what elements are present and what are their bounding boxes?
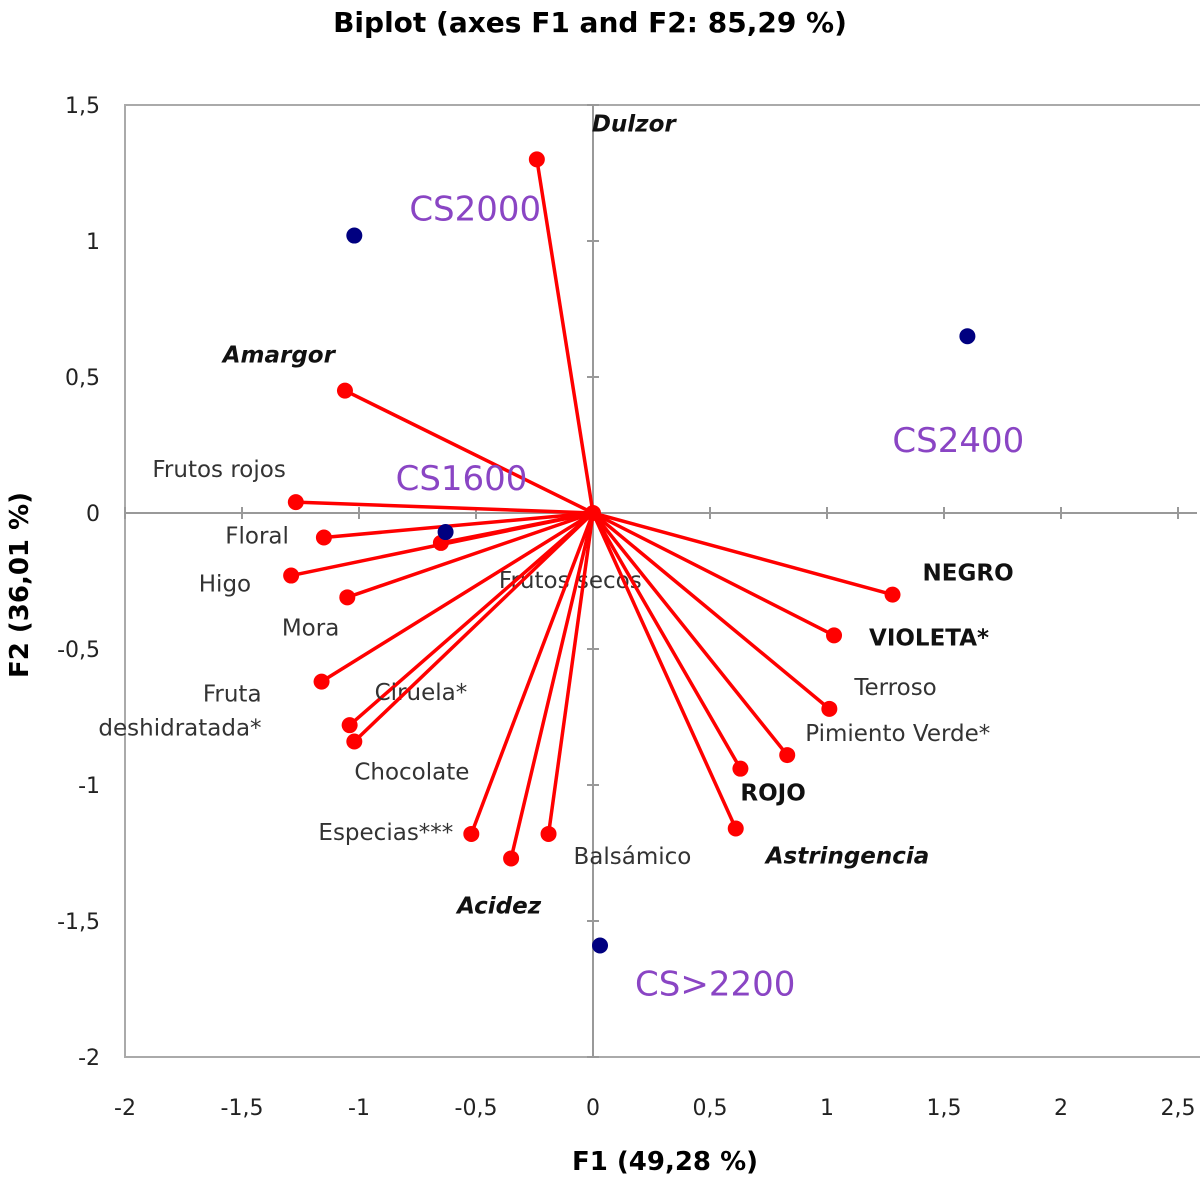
variable-label-especias: Especias*** [318,820,453,846]
y-axis-title: F2 (36,01 %) [5,492,35,678]
observation-point-cs1600 [437,524,454,541]
observation-point-cs2400 [959,328,976,345]
vector-chocolate [353,511,595,743]
vector-point-fruta-deshidratada [313,673,330,690]
variable-label-pimiento-verde: Pimiento Verde* [805,721,990,747]
variable-label-chocolate: Chocolate [354,759,469,785]
observation-label-cs2000: CS2000 [409,190,541,230]
observation-points: CS2000 CS2400 CS1600 CS>2200 [346,190,1024,1004]
vector-terroso [591,511,831,711]
variable-label-ciruela: Ciruela* [375,680,468,706]
variable-label-dulzor: Dulzor [592,111,678,137]
y-tick-label: 1,5 [65,94,100,119]
y-tick-label: 0,5 [65,366,100,391]
vector-floral [323,511,594,540]
vector-frutos-rojos [295,500,594,515]
y-tick-label: -2 [78,1046,100,1071]
vector-bals-mico [546,512,595,835]
variable-label-frutos-rojos: Frutos rojos [152,457,285,483]
vector-point-bals-mico [540,825,557,842]
variable-label-violeta: VIOLETA* [869,625,989,651]
variable-label-terroso: Terroso [853,675,936,701]
variable-label-rojo: ROJO [740,781,805,807]
y-tick-label: -0,5 [57,638,100,663]
observation-label-cs2400: CS2400 [892,421,1024,461]
vector-point-higo [283,567,300,584]
x-tick-label: -1,5 [221,1096,264,1121]
x-tick-label: -2 [114,1096,136,1121]
variable-label-higo: Higo [199,572,251,598]
variable-label-amargor: Amargor [221,343,337,369]
vector-point-chocolate [346,733,363,750]
variable-label-fruta-deshidratada: Fruta deshidratada* [98,682,261,742]
y-tick-label: 1 [86,230,100,255]
variable-label-negro: NEGRO [923,561,1014,587]
vector-point-terroso [821,700,838,717]
vector-point-negro [884,586,901,603]
observation-label-cs1600: CS1600 [396,459,528,499]
vector-point-especias [463,825,480,842]
x-tick-label: 0 [586,1096,600,1121]
x-tick-label: 2,5 [1161,1096,1196,1121]
vector-astringencia [591,512,738,830]
vector-amargor [344,389,594,515]
vector-point-floral [315,529,332,546]
vector-point-frutos-rojos [287,494,304,511]
vector-point-rojo [732,760,749,777]
variable-label-acidez: Acidez [455,893,542,919]
vector-point-mora [339,589,356,606]
x-tick-label: 2 [1054,1096,1068,1121]
variable-label-astringencia: Astringencia [764,844,930,870]
vector-rojo [591,512,742,770]
vector-fruta-deshidratada [320,511,594,684]
vector-point-amargor [336,382,353,399]
vector-point-dulzor [528,151,545,168]
vector-frutos-secos [440,511,594,545]
x-axis-title: F1 (49,28 %) [572,1147,758,1177]
vector-violeta [592,511,835,637]
vector-especias [469,512,595,835]
vector-point-acidez [503,850,520,867]
axes: -2 -1,5 -1 -0,5 0 0,5 1 1,5 2 2,5 -2 -1,5 -1 -0,5 0 0,5… [57,94,1197,1121]
y-tick-label: 0 [86,502,100,527]
variable-label-bals-mico: Balsámico [574,844,692,870]
plot-area-border [124,104,1200,1058]
vector-acidez [509,512,595,859]
vector-pimiento-verde [591,511,789,757]
observation-label-cs-2200: CS>2200 [635,964,795,1004]
y-tick-label: -1 [78,774,100,799]
y-tick-label: -1,5 [57,910,100,935]
vector-mora [346,511,594,599]
vector-point-pimiento-verde [779,747,796,764]
vector-point-violeta [826,627,843,644]
vector-dulzor [535,159,595,514]
vector-point-ciruela [341,717,358,734]
x-tick-label: -0,5 [455,1096,498,1121]
x-tick-label: 0,5 [693,1096,728,1121]
origin-point [585,505,601,521]
x-tick-label: 1,5 [927,1096,962,1121]
observation-point-cs-2200 [592,937,609,954]
observation-point-cs2000 [346,227,363,244]
variable-vectors: Dulzor Amargor Frutos rojos Floral Higo Mora F… [98,111,1013,919]
variable-label-mora: Mora [282,615,339,641]
x-tick-label: 1 [820,1096,834,1121]
x-tick-label: -1 [348,1096,370,1121]
vector-point-astringencia [727,820,744,837]
chart-title: Biplot (axes F1 and F2: 85,29 %) [333,6,847,39]
vector-negro [592,511,893,597]
variable-label-floral: Floral [225,523,289,549]
vector-ciruela [348,511,595,727]
